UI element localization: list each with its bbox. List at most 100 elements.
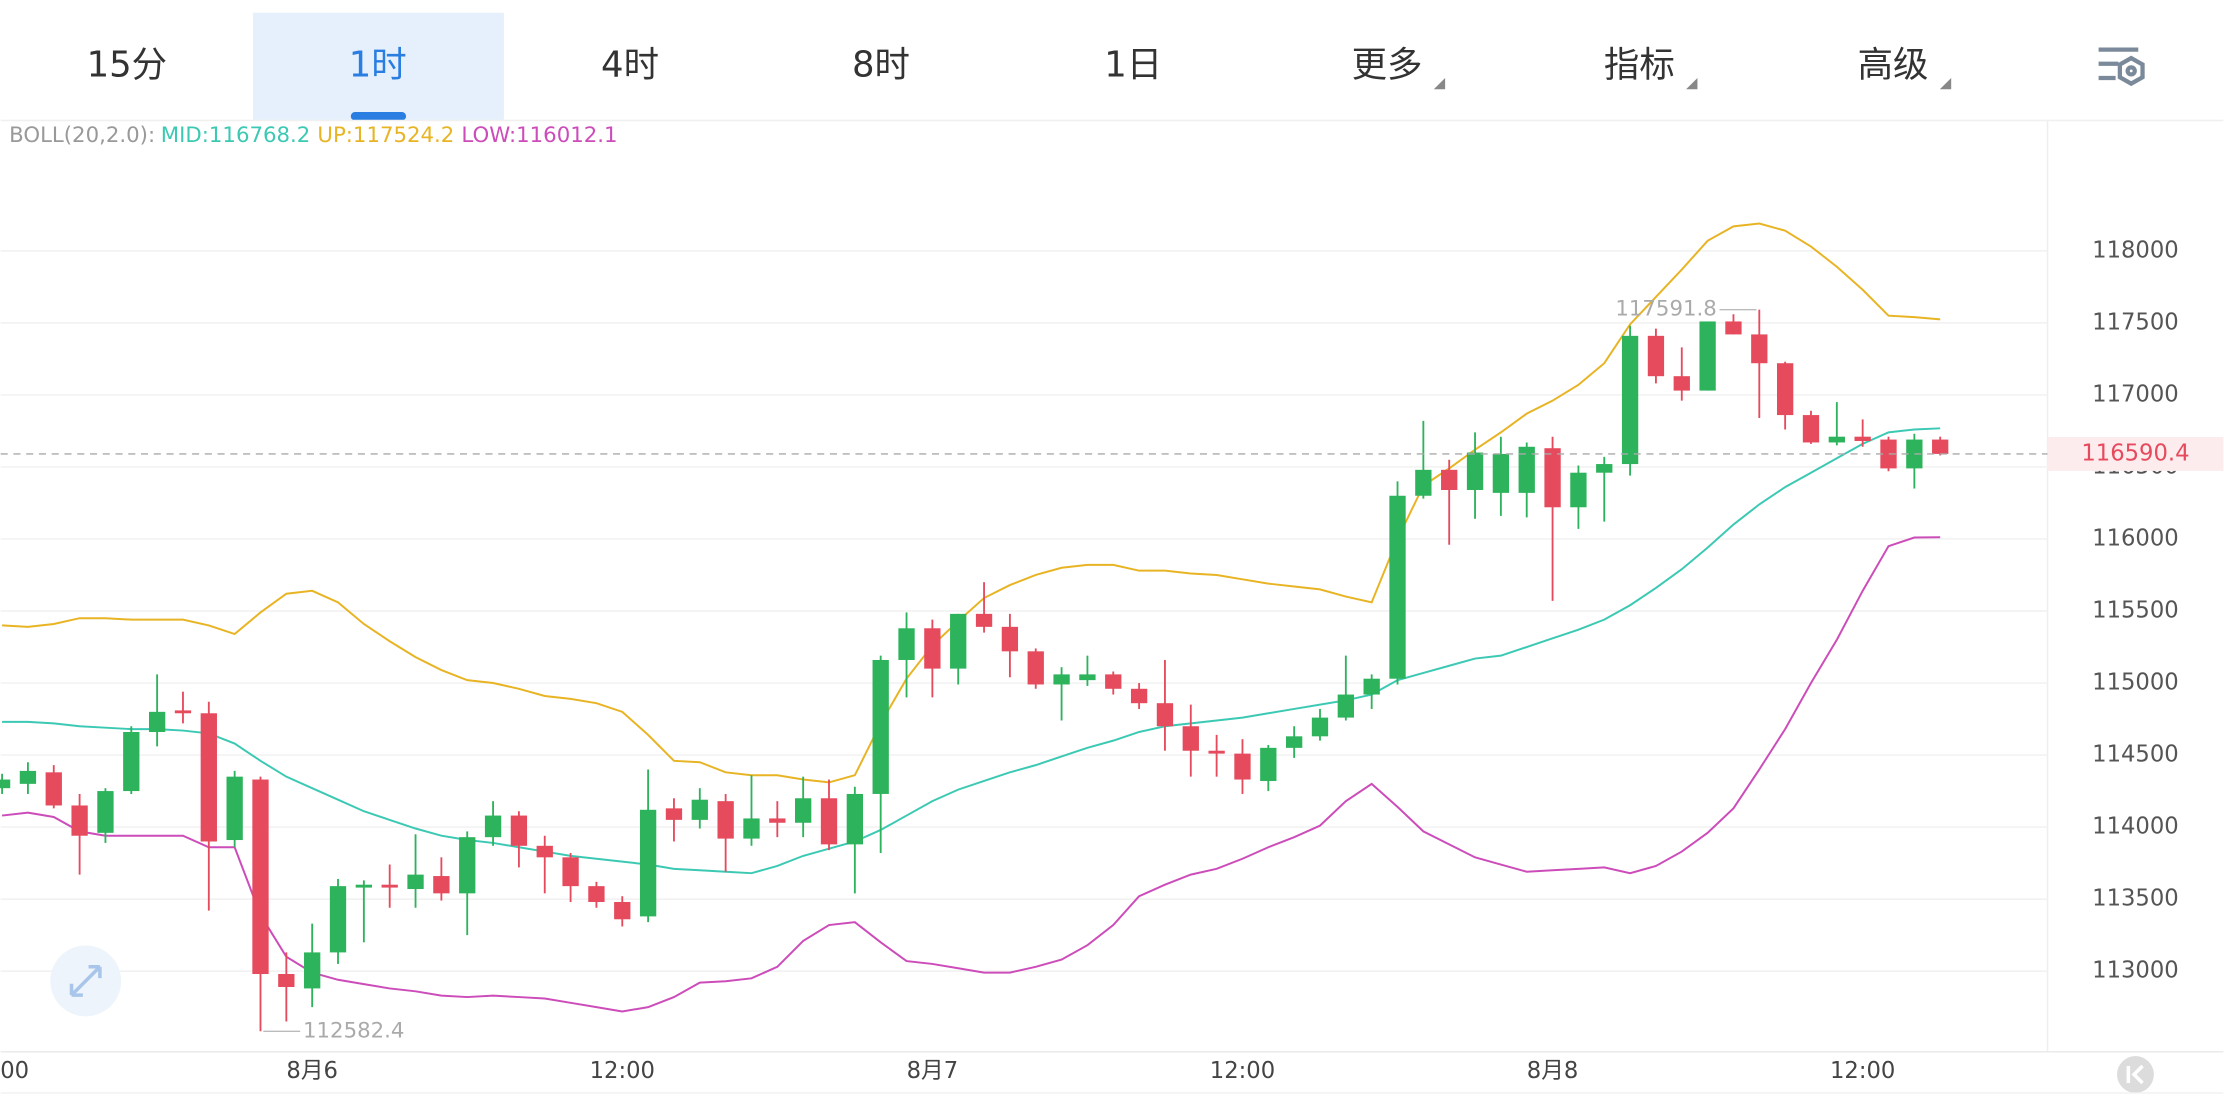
tab[interactable]: 指标	[1604, 45, 1675, 86]
settings-icon[interactable]	[2098, 47, 2145, 87]
candle-body	[1880, 439, 1897, 469]
y-tick-label: 117000	[2092, 381, 2179, 407]
candle-body	[304, 952, 321, 989]
candle-body	[1544, 448, 1561, 508]
candle-body	[1208, 750, 1225, 754]
candle-body	[536, 845, 553, 858]
y-tick-label: 117500	[2092, 309, 2179, 335]
candle-body	[1130, 688, 1148, 704]
candle-body	[1363, 678, 1380, 695]
tab[interactable]: 8时	[852, 45, 910, 86]
candle-body	[1699, 321, 1716, 391]
candle-body	[1802, 415, 1820, 443]
candle-body	[1854, 436, 1871, 442]
candle-body	[433, 876, 450, 894]
candle-body	[1647, 335, 1665, 377]
legend-entry: MID:116768.2	[161, 123, 311, 148]
candle-body	[1725, 321, 1742, 335]
candle-body	[717, 801, 734, 839]
candle-body	[898, 628, 915, 660]
candle-body	[665, 808, 683, 820]
tab[interactable]: 更多	[1352, 45, 1423, 86]
candle-body	[278, 974, 295, 987]
candle-body	[1001, 626, 1019, 652]
candle-body	[1156, 703, 1174, 727]
candle-body	[1415, 469, 1432, 496]
candle-body	[872, 659, 889, 794]
high-label: 117591.8	[1615, 297, 1716, 322]
candle-body	[200, 713, 217, 842]
x-tick-label: 12:00	[1210, 1058, 1275, 1084]
current-price-label: 116590.4	[2081, 440, 2189, 466]
candle-body	[1079, 674, 1096, 681]
tab[interactable]: 4时	[601, 45, 659, 86]
candle-body	[1621, 335, 1639, 465]
x-tick-label: 12:00	[590, 1058, 655, 1084]
candle-body	[795, 798, 812, 823]
candle-body	[174, 710, 192, 714]
candle-body	[459, 837, 476, 894]
candle-body	[123, 732, 140, 792]
candle-body	[45, 772, 62, 806]
candle-body	[355, 884, 373, 888]
y-tick-label: 116000	[2092, 525, 2179, 551]
candle-body	[639, 809, 657, 917]
expand-button[interactable]	[50, 945, 122, 1017]
x-tick-label: 8月8	[1527, 1058, 1579, 1084]
x-tick-label: 12:00	[1830, 1058, 1895, 1084]
y-tick-label: 115500	[2092, 597, 2179, 623]
candle-body	[614, 901, 631, 920]
candle-body	[1466, 452, 1484, 490]
y-tick-label: 113500	[2092, 886, 2179, 912]
candle-body	[381, 884, 398, 888]
candle-body	[407, 874, 424, 890]
candle-body	[484, 815, 502, 838]
x-tick-label: 12:00	[0, 1058, 29, 1084]
candle-body	[1596, 464, 1613, 473]
candle-body	[1492, 453, 1510, 493]
candle-body	[510, 815, 528, 846]
candle-body	[226, 776, 243, 841]
candle-body	[19, 770, 37, 784]
tab[interactable]: 1日	[1104, 45, 1162, 86]
candle-body	[1389, 495, 1406, 679]
candle-body	[1776, 363, 1794, 416]
tab[interactable]: 1时	[349, 45, 407, 86]
candle-body	[975, 613, 993, 627]
candle-body	[769, 818, 786, 823]
candle-body	[329, 886, 347, 953]
y-tick-label: 114000	[2092, 814, 2179, 840]
candle-body	[1027, 651, 1044, 685]
y-tick-label: 115000	[2092, 670, 2179, 696]
indicator-label: BOLL(20,2.0):	[9, 123, 155, 148]
y-tick-label: 114500	[2092, 742, 2179, 768]
candle-body	[1337, 694, 1354, 718]
tab[interactable]: 15分	[87, 45, 168, 86]
scroll-to-latest-button[interactable]	[2117, 1056, 2154, 1093]
candle-body	[743, 818, 760, 839]
candle-body	[1518, 446, 1535, 493]
candle-body	[1182, 726, 1199, 751]
candle-body	[588, 886, 605, 902]
tab[interactable]: 高级	[1858, 45, 1929, 86]
selected-tab-indicator	[350, 111, 407, 121]
candle-body	[1105, 674, 1122, 689]
candle-body	[562, 857, 579, 887]
dropdown-arrow	[1686, 77, 1698, 90]
candle-body	[148, 711, 166, 733]
candle-body	[1234, 753, 1251, 780]
y-tick-label: 113000	[2092, 958, 2179, 984]
candle-body	[1441, 469, 1458, 490]
candle-body	[1751, 334, 1768, 364]
candle-body	[252, 779, 269, 975]
low-label: 112582.4	[303, 1018, 404, 1043]
candle-body	[1286, 736, 1303, 748]
candle-body	[820, 798, 838, 845]
legend-entry: LOW:116012.1	[461, 123, 617, 148]
candle-body	[71, 805, 88, 836]
legend-entry: UP:117524.2	[317, 123, 454, 148]
candle-body	[846, 793, 863, 845]
candle-body	[1932, 439, 1949, 454]
